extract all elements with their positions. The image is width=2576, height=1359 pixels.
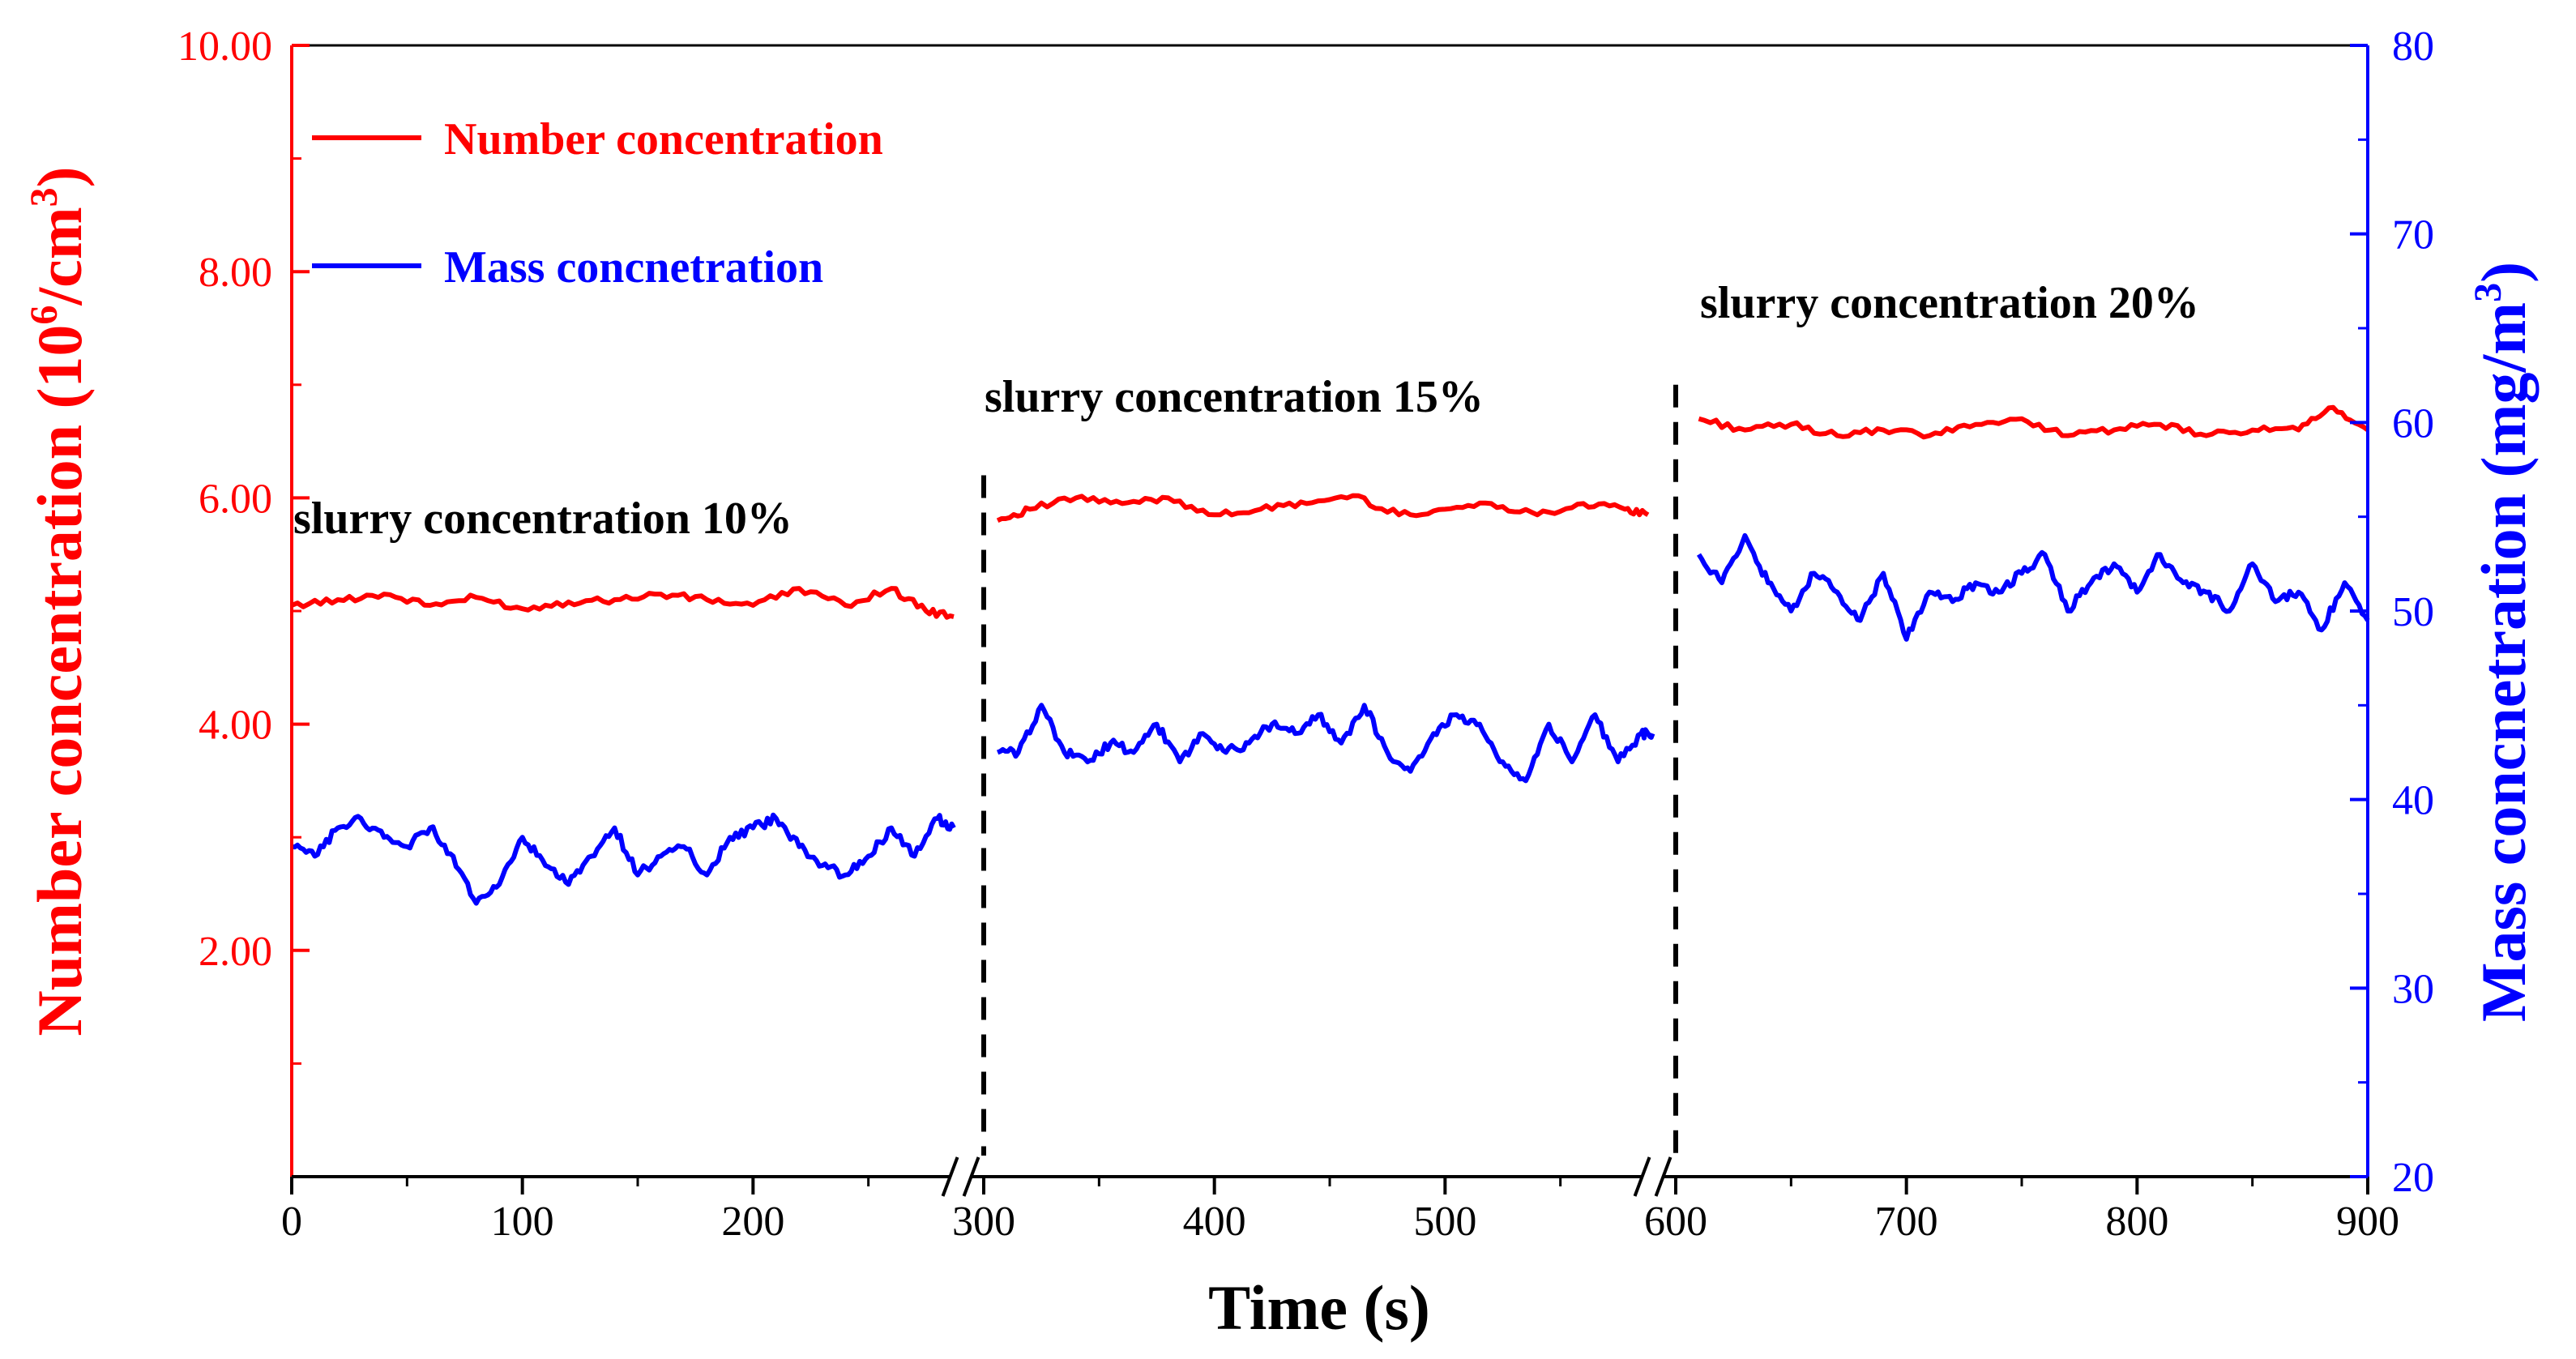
x-tick-label-900: 900 — [2336, 1199, 2399, 1245]
x-axis-break-slash-b-2 — [1654, 1156, 1672, 1197]
x-axis-title: Time (s) — [1208, 1272, 1430, 1343]
x-tick-label-800: 800 — [2105, 1199, 2168, 1245]
legend-number-label: Number concentration — [444, 114, 883, 165]
legend: Number concentration Mass concnetration — [312, 114, 883, 293]
x-tick-label-0: 0 — [281, 1199, 302, 1245]
y-left-tick-label-10.00: 10.00 — [177, 24, 272, 70]
y-right-tick-label-60: 60 — [2392, 400, 2434, 447]
number-concentration-line-segment-1 — [290, 586, 955, 620]
y-left-tick-label-4.00: 4.00 — [199, 703, 272, 749]
y-right-tick-label-80: 80 — [2392, 24, 2434, 70]
number-concentration-line-segment-3 — [1698, 404, 2369, 440]
y-left-title-main: Number concentration (10 — [24, 325, 95, 1036]
y-right-title-end: ) — [2468, 262, 2539, 283]
x-tick-label-700: 700 — [1875, 1199, 1938, 1245]
y-left-tick-label-2.00: 2.00 — [199, 929, 272, 975]
y-left-title-sup2: 3 — [23, 187, 66, 207]
x-tick-label-600: 600 — [1644, 1199, 1707, 1245]
annotation-15pct: slurry concentration 15% — [985, 372, 1484, 422]
mass-concentration-line-segment-3 — [1696, 532, 2370, 642]
x-axis-break-slash-b-1 — [962, 1156, 980, 1197]
y-right-title-main: Mass concnetration (mg/m — [2468, 302, 2539, 1022]
x-tick-label-300: 300 — [952, 1199, 1015, 1245]
annotation-20pct: slurry concentration 20% — [1700, 278, 2199, 328]
y-left-tick-label-6.00: 6.00 — [199, 476, 272, 522]
x-tick-label-200: 200 — [721, 1199, 784, 1245]
y-right-tick-label-40: 40 — [2392, 778, 2434, 824]
x-axis-break-gap-2 — [1641, 1170, 1664, 1183]
y-left-tick-label-8.00: 8.00 — [199, 250, 272, 296]
y-left-title-sup1: 6 — [23, 306, 66, 325]
series-layer — [290, 404, 2370, 906]
number-concentration-line-segment-2 — [996, 493, 1650, 524]
x-axis-break-gap-1 — [949, 1170, 972, 1183]
y-right-tick-label-20: 20 — [2392, 1155, 2434, 1201]
y-left-title-end: ) — [24, 166, 95, 187]
y-right-tick-label-30: 30 — [2392, 966, 2434, 1012]
mass-concentration-line-segment-2 — [996, 703, 1655, 784]
y-left-axis-title: Number concentration (106/cm3) — [23, 166, 95, 1036]
y-right-title-sup: 3 — [2467, 283, 2510, 302]
x-tick-label-400: 400 — [1183, 1199, 1246, 1245]
x-tick-label-100: 100 — [491, 1199, 554, 1245]
legend-mass-label: Mass concnetration — [444, 242, 823, 293]
y-right-tick-label-70: 70 — [2392, 212, 2434, 259]
y-right-tick-label-50: 50 — [2392, 589, 2434, 635]
mass-concentration-line-segment-1 — [291, 812, 956, 906]
x-axis-break-slash-a-2 — [1633, 1156, 1651, 1197]
x-tick-label-500: 500 — [1413, 1199, 1476, 1245]
y-left-title-mid: /cm — [24, 207, 95, 306]
annotation-10pct: slurry concentration 10% — [293, 494, 792, 544]
axes-layer: 0 100 200 300 400 500 600 700 800 900 2.00 4.00 6.00… — [177, 24, 2434, 1245]
x-axis-break-slash-a-1 — [941, 1156, 959, 1197]
y-right-axis-title: Mass concnetration (mg/m3) — [2467, 262, 2539, 1022]
